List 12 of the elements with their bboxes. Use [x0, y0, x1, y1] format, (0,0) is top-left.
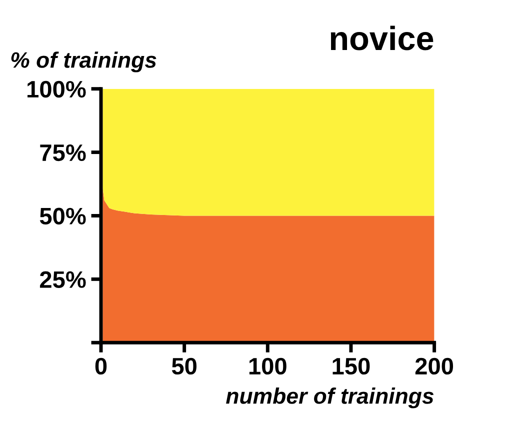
chart-title: novice: [330, 26, 434, 50]
x-axis-title: number of trainings: [226, 388, 434, 408]
x-tick-label: 200: [415, 358, 454, 375]
y-tick-label: 100%: [28, 80, 86, 98]
y-tick-label: 50%: [40, 208, 86, 225]
y-tick-label: 25%: [40, 271, 86, 288]
x-tick-label: 100: [249, 358, 286, 375]
y-tick-label: 75%: [40, 144, 86, 162]
y-axis-title: % of trainings: [11, 52, 156, 72]
x-tick-label: 0: [95, 358, 107, 375]
x-tick-label: 50: [172, 358, 196, 375]
x-tick-label: 150: [332, 358, 370, 375]
